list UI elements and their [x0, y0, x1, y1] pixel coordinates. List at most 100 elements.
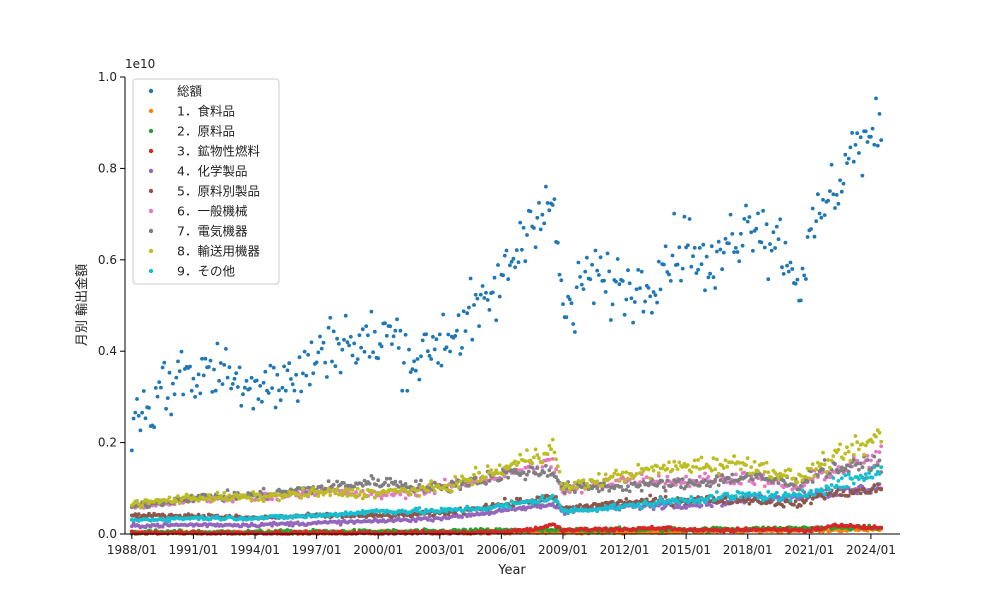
data-point: [444, 509, 449, 514]
data-point: [602, 278, 606, 283]
data-point: [319, 346, 324, 351]
data-point: [545, 201, 550, 205]
data-point: [200, 356, 204, 361]
data-point: [684, 506, 688, 510]
data-point: [732, 481, 736, 486]
data-point: [735, 250, 740, 254]
data-point: [655, 464, 659, 469]
data-point: [564, 315, 569, 320]
data-point: [456, 313, 461, 318]
data-point: [694, 465, 699, 470]
data-point: [523, 477, 528, 482]
data-point: [467, 305, 471, 310]
data-point: [691, 254, 695, 259]
data-point: [145, 498, 150, 503]
data-point: [579, 490, 584, 495]
data-point: [436, 361, 440, 365]
data-point: [550, 457, 555, 461]
data-point: [875, 463, 880, 468]
data-point: [620, 279, 625, 283]
data-point: [614, 279, 618, 284]
data-point: [352, 484, 357, 489]
data-point: [713, 286, 718, 290]
data-point: [165, 396, 170, 400]
data-point: [822, 462, 827, 467]
data-point: [771, 230, 776, 235]
data-point: [395, 317, 399, 322]
data-point: [513, 467, 517, 472]
data-point: [781, 478, 786, 483]
data-point: [372, 495, 377, 500]
data-point: [622, 479, 627, 484]
data-point: [270, 497, 274, 502]
data-point: [646, 286, 651, 290]
data-point: [489, 468, 493, 472]
data-point: [275, 372, 280, 377]
data-point: [841, 485, 846, 489]
data-point: [793, 281, 798, 286]
data-point: [828, 488, 832, 492]
data-point: [715, 249, 719, 254]
data-point: [581, 287, 586, 291]
data-point: [858, 135, 863, 140]
data-point: [183, 495, 187, 499]
data-point: [147, 406, 151, 410]
data-point: [383, 321, 387, 326]
data-point: [559, 506, 564, 511]
data-point: [636, 462, 641, 467]
data-point: [836, 465, 841, 469]
data-point: [364, 324, 369, 328]
data-point: [425, 488, 430, 493]
data-point: [684, 484, 688, 489]
legend-label: 5．原料別製品: [177, 184, 260, 199]
data-point: [564, 508, 569, 513]
data-point: [809, 501, 813, 506]
data-point: [751, 471, 755, 476]
data-point: [610, 475, 615, 479]
data-point: [672, 459, 677, 464]
data-point: [805, 494, 810, 499]
data-point: [638, 480, 642, 484]
data-point: [504, 248, 509, 253]
x-tick-label: 1988/01: [107, 543, 157, 557]
data-point: [727, 476, 731, 481]
data-point: [591, 301, 596, 306]
data-point: [579, 282, 584, 287]
data-point: [260, 399, 264, 404]
data-point: [487, 479, 492, 483]
data-point: [314, 360, 319, 365]
data-point: [436, 483, 440, 488]
legend-marker: [148, 108, 154, 114]
data-point: [467, 483, 471, 488]
data-point: [778, 471, 783, 476]
data-point: [788, 260, 793, 265]
data-point: [764, 460, 769, 465]
data-point: [176, 359, 180, 364]
data-point: [547, 468, 552, 473]
data-point: [843, 152, 848, 157]
data-point: [429, 357, 434, 361]
data-point: [677, 460, 682, 465]
data-point: [501, 472, 505, 477]
data-point: [850, 442, 854, 447]
data-point: [388, 324, 393, 329]
data-point: [258, 489, 263, 494]
data-point: [511, 256, 516, 261]
data-point: [656, 481, 661, 486]
data-point: [581, 478, 586, 482]
data-point: [496, 263, 500, 267]
data-point: [135, 397, 139, 401]
data-point: [443, 477, 447, 482]
data-point: [660, 466, 665, 471]
data-point: [650, 310, 654, 315]
data-point: [417, 506, 422, 510]
data-point: [525, 448, 529, 452]
data-point: [768, 242, 772, 246]
data-point: [598, 255, 603, 260]
data-point: [807, 476, 812, 480]
data-point: [802, 483, 807, 488]
data-point: [583, 486, 588, 491]
data-point: [725, 480, 730, 484]
data-point: [670, 483, 675, 488]
data-point: [617, 282, 622, 287]
